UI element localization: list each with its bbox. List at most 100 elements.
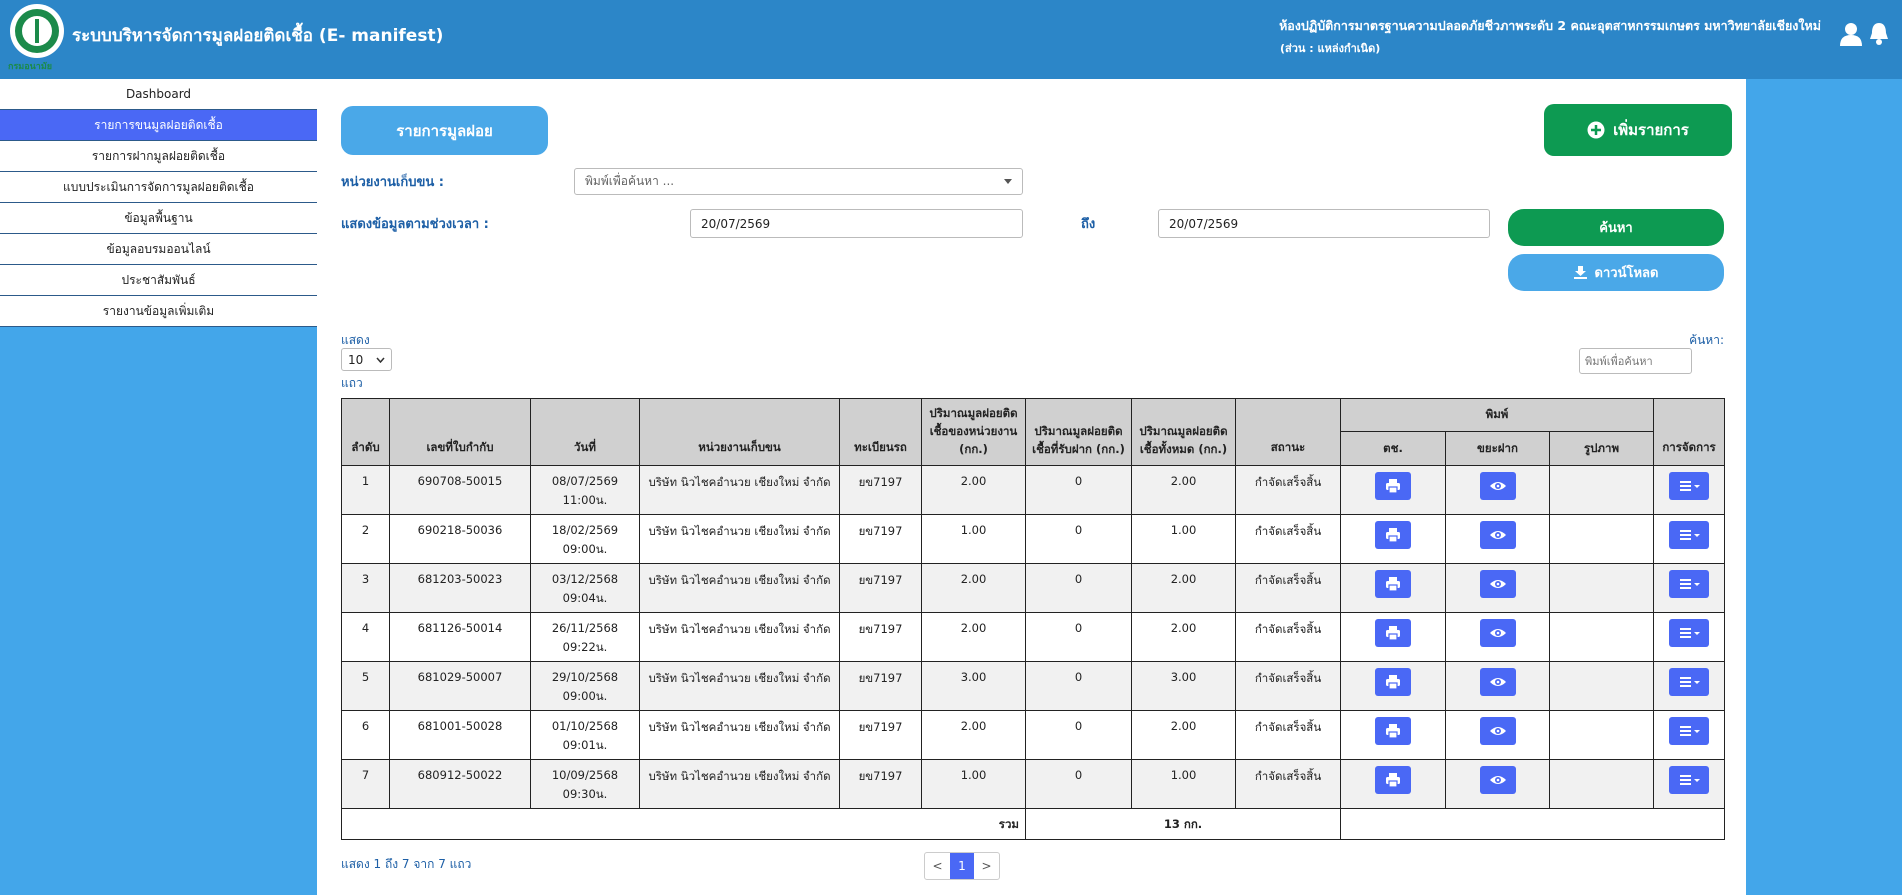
print-deposit-cell bbox=[1445, 710, 1550, 760]
print-deposit-cell bbox=[1445, 759, 1550, 809]
status-cell: กำจัดเสร็จสิ้น bbox=[1235, 612, 1341, 662]
plate-cell: ยข7197 bbox=[839, 514, 922, 564]
table-info: แสดง 1 ถึง 7 จาก 7 แถว bbox=[341, 857, 472, 871]
date: 10/09/2568 bbox=[551, 768, 619, 782]
prev-page[interactable]: < bbox=[932, 859, 943, 873]
view-button[interactable] bbox=[1479, 619, 1516, 647]
image-cell bbox=[1548, 514, 1655, 564]
filter-input[interactable]: พิมพ์เพื่อค้นหา bbox=[1579, 348, 1692, 374]
print-tc-cell bbox=[1340, 563, 1446, 613]
page-size-select[interactable]: 10 bbox=[341, 348, 392, 371]
tab[interactable]: รายการมูลฝอย bbox=[341, 106, 548, 155]
manage-dropdown[interactable] bbox=[1669, 717, 1710, 745]
view-button[interactable] bbox=[1479, 472, 1516, 500]
manage-dropdown[interactable] bbox=[1669, 766, 1710, 794]
manage-dropdown[interactable] bbox=[1669, 472, 1710, 500]
header-cell: รูปภาพ bbox=[1548, 431, 1655, 466]
menu-item[interactable]: รายงานข้อมูลเพิ่มเติม bbox=[0, 296, 317, 327]
header-cell: ขยะฝาก bbox=[1445, 431, 1550, 466]
print-button[interactable] bbox=[1375, 472, 1411, 500]
next-page[interactable]: > bbox=[981, 859, 992, 873]
agency-select[interactable]: พิมพ์เพื่อค้นหา ... bbox=[574, 168, 1023, 195]
status-cell: กำจัดเสร็จสิ้น bbox=[1235, 759, 1341, 809]
view-button[interactable] bbox=[1479, 766, 1516, 794]
date-cell: 01/10/2568 09:01น. bbox=[530, 710, 640, 760]
period-label: แสดงข้อมูลตามช่วงเวลา : bbox=[341, 217, 489, 232]
search-button[interactable]: ค้นหา bbox=[1508, 209, 1724, 246]
date-from[interactable]: 20/07/2569 bbox=[690, 209, 1023, 238]
no-cell: 1 bbox=[341, 465, 390, 515]
print-button[interactable] bbox=[1375, 570, 1411, 598]
header-cell: ทะเบียนรถ bbox=[839, 398, 922, 466]
deposit-qty-cell: 0 bbox=[1025, 759, 1132, 809]
date-cell: 26/11/2568 09:22น. bbox=[530, 612, 640, 662]
manage-dropdown[interactable] bbox=[1669, 619, 1710, 647]
agency-label: หน่วยงานเก็บขน : bbox=[341, 175, 444, 190]
manage-cell bbox=[1653, 563, 1726, 613]
print-tc-cell bbox=[1340, 465, 1446, 515]
menu-item[interactable]: ประชาสัมพันธ์ bbox=[0, 265, 317, 296]
menu-item[interactable]: ข้อมูลพื้นฐาน bbox=[0, 203, 317, 234]
print-button[interactable] bbox=[1375, 619, 1411, 647]
print-button[interactable] bbox=[1375, 668, 1411, 696]
manage-dropdown[interactable] bbox=[1669, 521, 1710, 549]
header: กรมอนามัย ระบบบริหารจัดการมูลฝอยติดเชื้อ… bbox=[0, 0, 1902, 79]
logo bbox=[10, 4, 64, 58]
sidebar-menu: Dashboard รายการขนมูลฝอยติดเชื้อ รายการฝาก… bbox=[0, 79, 317, 327]
app-title: ระบบบริหารจัดการมูลฝอยติดเชื้อ (E- manif… bbox=[72, 26, 444, 46]
date-to[interactable]: 20/07/2569 bbox=[1158, 209, 1490, 238]
agency-cell: บริษัท นิวไชคอำนวย เชียงใหม่ จำกัด bbox=[639, 465, 840, 515]
add-button[interactable]: เพิ่มรายการ bbox=[1544, 104, 1732, 156]
header-cell: การจัดการ bbox=[1653, 398, 1726, 466]
date-cell: 03/12/2568 09:04น. bbox=[530, 563, 640, 613]
page-size: 10 bbox=[348, 352, 364, 367]
manage-dropdown[interactable] bbox=[1669, 668, 1710, 696]
print-tc-cell bbox=[1340, 759, 1446, 809]
bell-icon[interactable] bbox=[1868, 21, 1890, 46]
own-qty-cell: 2.00 bbox=[921, 563, 1026, 613]
invoice-cell: 681001-50028 bbox=[389, 710, 531, 760]
download-button[interactable]: ดาวน์โหลด bbox=[1508, 254, 1724, 291]
menu-item[interactable]: แบบประเมินการจัดการมูลฝอยติดเชื้อ bbox=[0, 172, 317, 203]
header-cell: ปริมาณมูลฝอยติดเชื้อที่รับฝาก (กก.) bbox=[1025, 398, 1132, 466]
header-cell: ปริมาณมูลฝอยติดเชื้อของหน่วยงาน (กก.) bbox=[921, 398, 1026, 466]
manage-dropdown[interactable] bbox=[1669, 570, 1710, 598]
no-cell: 2 bbox=[341, 514, 390, 564]
pagination: < 1 > bbox=[924, 852, 1000, 880]
invoice-cell: 680912-50022 bbox=[389, 759, 531, 809]
role: (ส่วน : แหล่งกำเนิด) bbox=[1280, 42, 1381, 55]
no-cell: 6 bbox=[341, 710, 390, 760]
view-button[interactable] bbox=[1479, 521, 1516, 549]
agency-cell: บริษัท นิวไชคอำนวย เชียงใหม่ จำกัด bbox=[639, 759, 840, 809]
no-cell: 3 bbox=[341, 563, 390, 613]
status-cell: กำจัดเสร็จสิ้น bbox=[1235, 465, 1341, 515]
total-value: 13 กก. bbox=[1025, 808, 1341, 840]
page-1[interactable]: 1 bbox=[950, 853, 974, 879]
date-cell: 18/02/2569 09:00น. bbox=[530, 514, 640, 564]
user-icon[interactable] bbox=[1840, 22, 1862, 46]
agency-cell: บริษัท นิวไชคอำนวย เชียงใหม่ จำกัด bbox=[639, 661, 840, 711]
header-cell: พิมพ์ bbox=[1339, 398, 1655, 432]
print-button[interactable] bbox=[1375, 521, 1411, 549]
own-qty-cell: 3.00 bbox=[921, 661, 1026, 711]
agency-cell: บริษัท นิวไชคอำนวย เชียงใหม่ จำกัด bbox=[639, 514, 840, 564]
no-cell: 5 bbox=[341, 661, 390, 711]
menu-item[interactable]: Dashboard bbox=[0, 79, 317, 110]
menu-item[interactable]: ข้อมูลอบรมออนไลน์ bbox=[0, 234, 317, 265]
table-row: 1 690708-50015 08/07/2569 11:00น. บริษัท นิว… bbox=[341, 465, 1726, 515]
agency-cell: บริษัท นิวไชคอำนวย เชียงใหม่ จำกัด bbox=[639, 612, 840, 662]
download-label: ดาวน์โหลด bbox=[1594, 266, 1659, 281]
view-button[interactable] bbox=[1479, 668, 1516, 696]
view-button[interactable] bbox=[1479, 570, 1516, 598]
print-button[interactable] bbox=[1375, 766, 1411, 794]
view-button[interactable] bbox=[1479, 717, 1516, 745]
print-deposit-cell bbox=[1445, 514, 1550, 564]
time: 11:00น. bbox=[562, 493, 608, 507]
print-button[interactable] bbox=[1375, 717, 1411, 745]
menu-item[interactable]: รายการฝากมูลฝอยติดเชื้อ bbox=[0, 141, 317, 172]
header-cell: ตช. bbox=[1340, 431, 1446, 466]
header-cell: ปริมาณมูลฝอยติดเชื้อทั้งหมด (กก.) bbox=[1131, 398, 1236, 466]
print-deposit-cell bbox=[1445, 612, 1550, 662]
menu-item[interactable]: รายการขนมูลฝอยติดเชื้อ bbox=[0, 110, 317, 141]
rows-label: แถว bbox=[341, 376, 363, 390]
